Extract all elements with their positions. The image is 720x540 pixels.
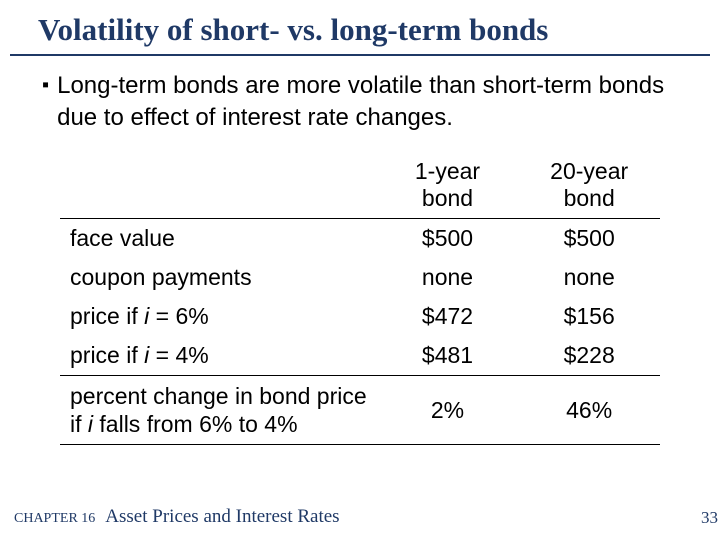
bullet-marker: ▪ <box>42 70 49 100</box>
label-post: = 4% <box>156 342 209 368</box>
table-row: price if i = 4% $481 $228 <box>60 336 660 376</box>
row-val-2: none <box>518 258 660 297</box>
row-val-2: $500 <box>518 219 660 259</box>
table-row: price if i = 6% $472 $156 <box>60 297 660 336</box>
bullet-text: Long-term bonds are more volatile than s… <box>57 70 690 134</box>
table-row: face value $500 $500 <box>60 219 660 259</box>
row-label: face value <box>60 219 377 259</box>
row-val-2: $156 <box>518 297 660 336</box>
bigrow-line2-pre: if <box>70 411 88 437</box>
bigrow-line2-post: falls from 6% to 4% <box>93 411 298 437</box>
row-val-1: none <box>377 258 519 297</box>
table-header-row: 1-year bond 20-year bond <box>60 152 660 219</box>
header-col2: 20-year bond <box>518 152 660 219</box>
page-number: 33 <box>701 508 718 528</box>
chapter-title: Asset Prices and Interest Rates <box>105 506 339 528</box>
slide: Volatility of short- vs. long-term bonds… <box>0 0 720 540</box>
label-pre: price if <box>70 342 144 368</box>
footer: CHAPTER 16 Asset Prices and Interest Rat… <box>0 506 720 528</box>
table-row: percent change in bond price if i falls … <box>60 376 660 445</box>
bigrow-line1: percent change in bond price <box>70 383 367 409</box>
bond-table: 1-year bond 20-year bond face value $500… <box>60 152 660 445</box>
row-val-1: 2% <box>377 376 519 445</box>
row-label: coupon payments <box>60 258 377 297</box>
row-label: price if i = 6% <box>60 297 377 336</box>
row-val-2: 46% <box>518 376 660 445</box>
label-i: i <box>144 342 156 368</box>
table-row: coupon payments none none <box>60 258 660 297</box>
row-label: percent change in bond price if i falls … <box>60 376 377 445</box>
label-post: = 6% <box>149 303 208 329</box>
row-val-1: $481 <box>377 336 519 376</box>
row-val-1: $500 <box>377 219 519 259</box>
slide-title: Volatility of short- vs. long-term bonds <box>10 0 710 56</box>
header-empty <box>60 152 377 219</box>
row-val-1: $472 <box>377 297 519 336</box>
bullet-item: ▪ Long-term bonds are more volatile than… <box>0 56 720 142</box>
label-pre: price if <box>70 303 144 329</box>
chapter-label: CHAPTER 16 <box>14 511 95 527</box>
row-label: price if i = 4% <box>60 336 377 376</box>
header-col1: 1-year bond <box>377 152 519 219</box>
row-val-2: $228 <box>518 336 660 376</box>
